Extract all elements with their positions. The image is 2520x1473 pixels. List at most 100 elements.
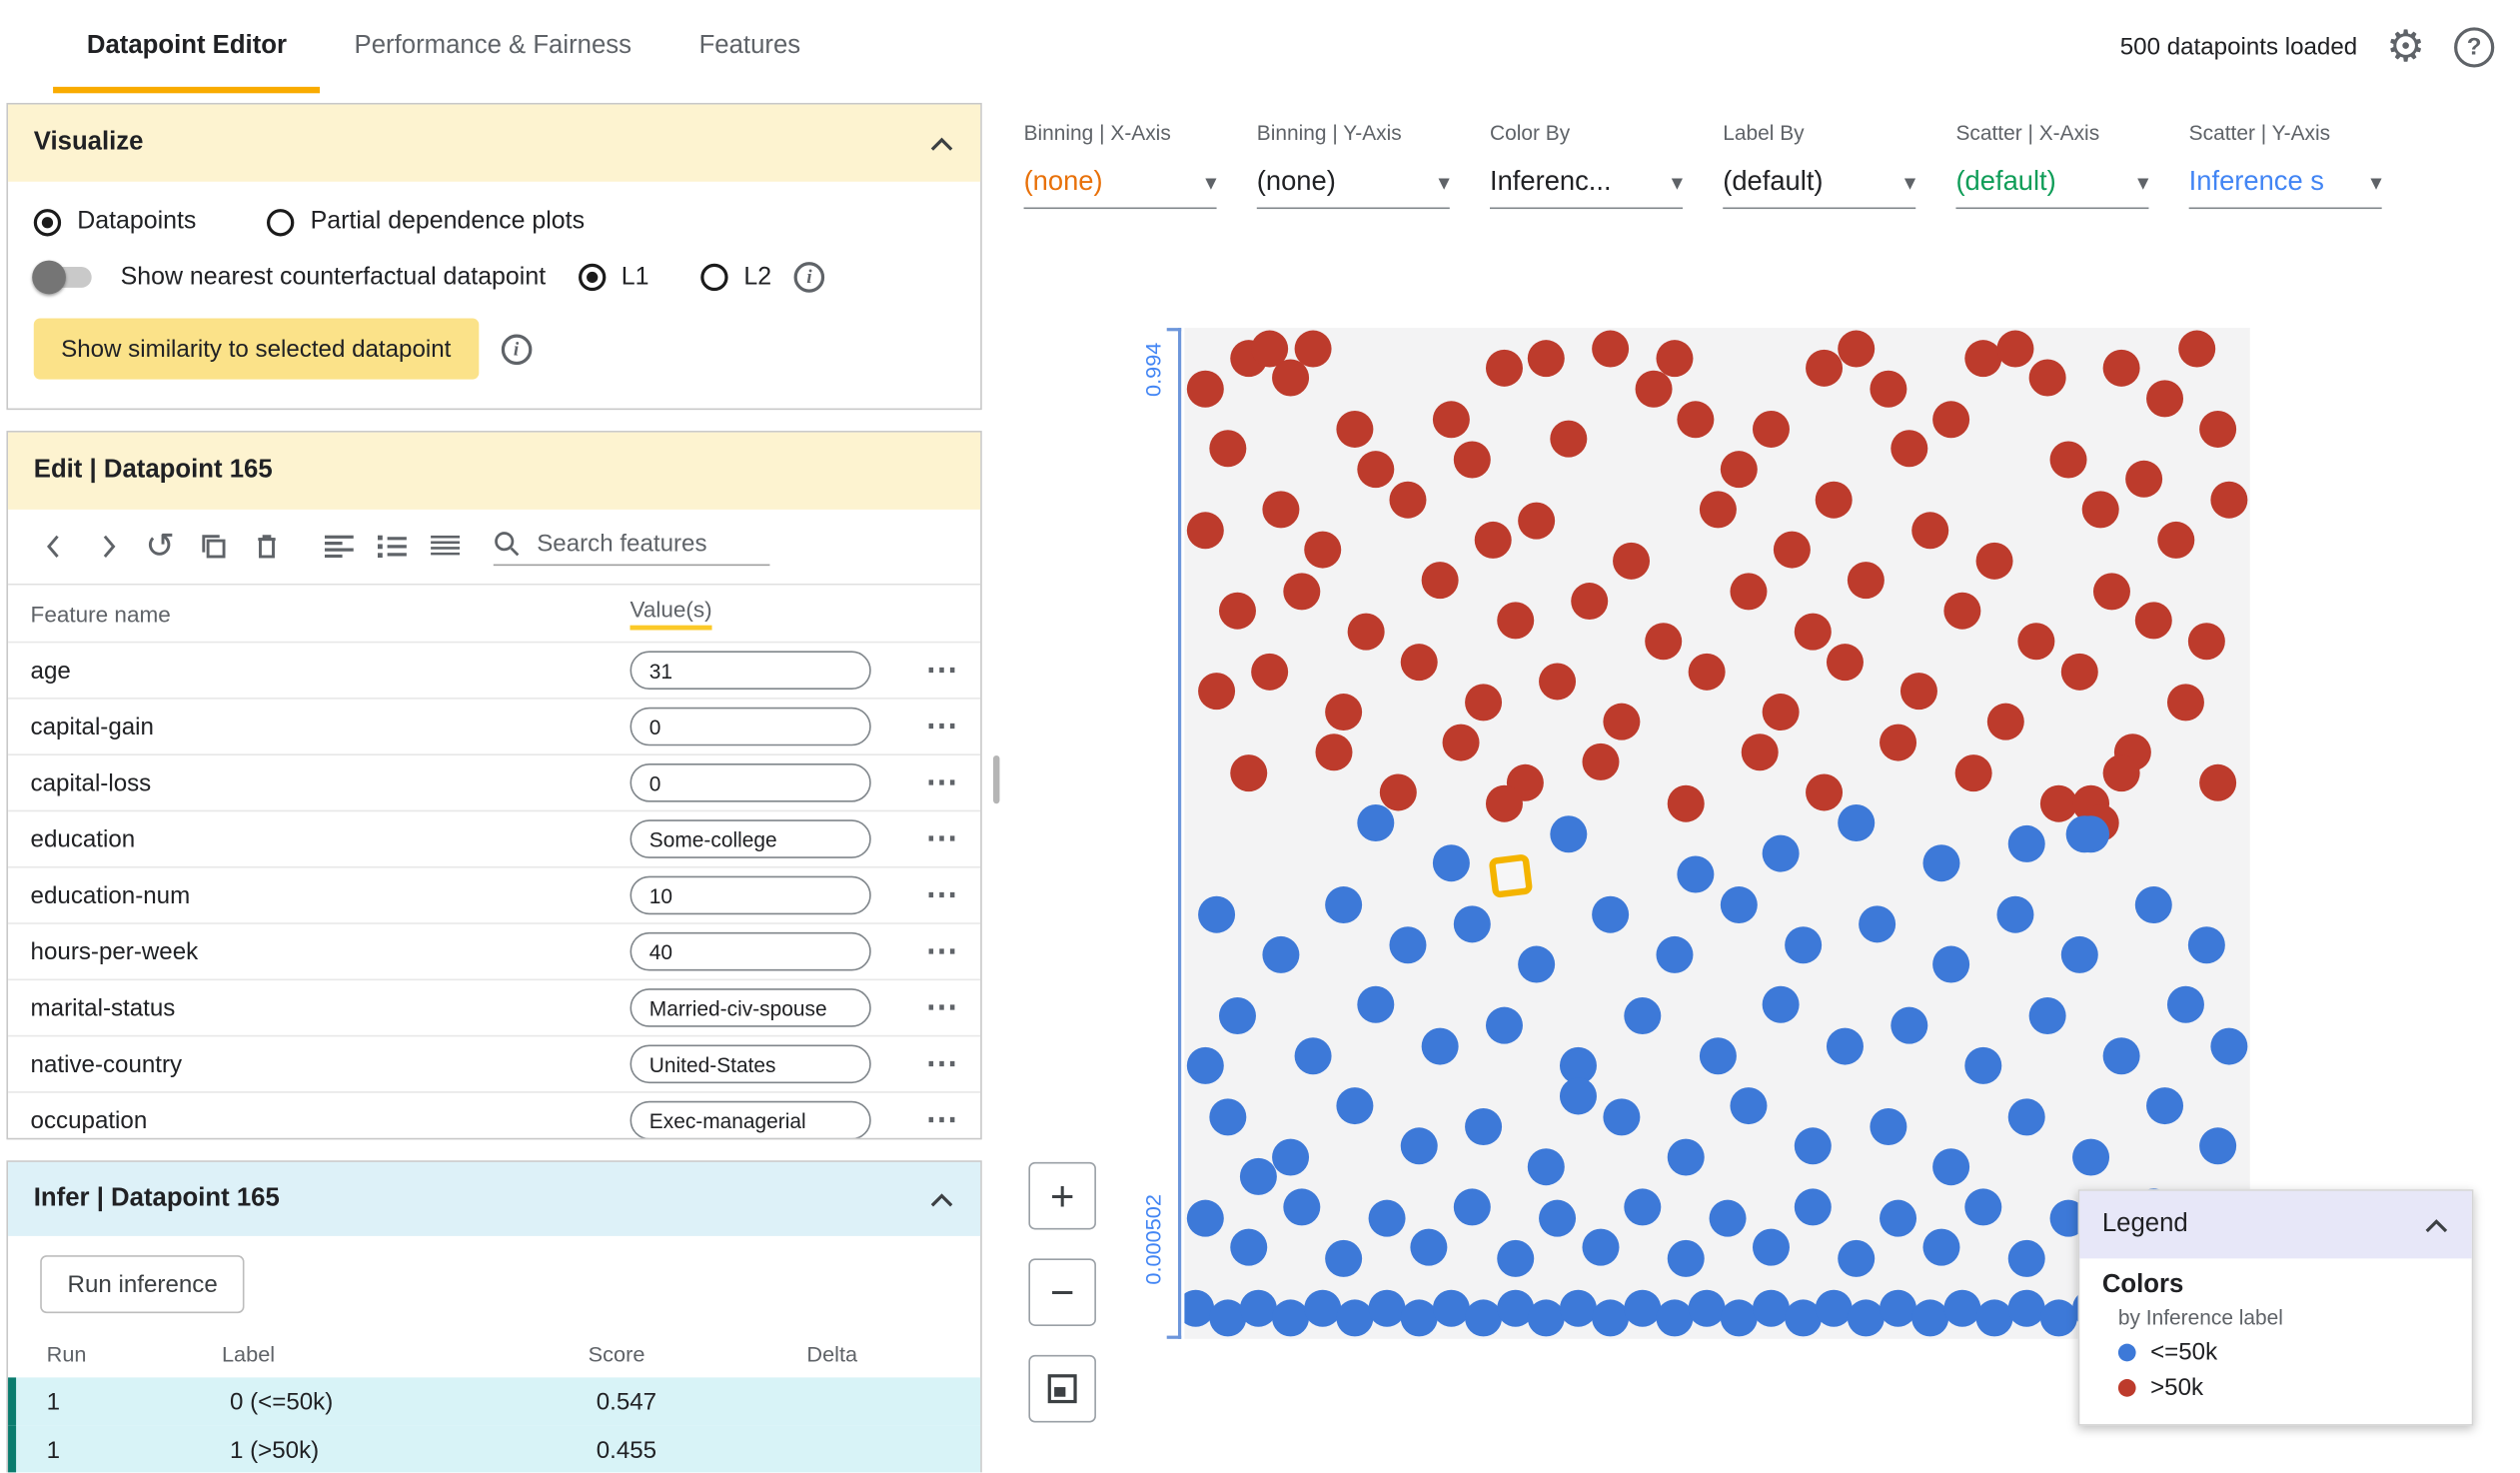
datapoint-le50k[interactable] — [1784, 1300, 1822, 1338]
dropdown-arrow-icon[interactable]: ▾ — [1205, 168, 1217, 194]
datapoint-gt50k[interactable] — [1975, 542, 2013, 580]
collapse-chevron-icon[interactable] — [929, 136, 955, 150]
search-features-input[interactable] — [533, 528, 762, 559]
datapoint-gt50k[interactable] — [1517, 501, 1555, 539]
datapoint-le50k[interactable] — [1560, 1289, 1598, 1327]
datapoint-le50k[interactable] — [1603, 1097, 1641, 1135]
datapoint-gt50k[interactable] — [1964, 339, 2002, 377]
datapoint-gt50k[interactable] — [1699, 491, 1737, 529]
datapoint-gt50k[interactable] — [1187, 370, 1225, 408]
datapoint-gt50k[interactable] — [1592, 329, 1630, 367]
datapoint-gt50k[interactable] — [1688, 653, 1726, 691]
datapoint-le50k[interactable] — [1411, 1229, 1449, 1267]
datapoint-le50k[interactable] — [2007, 1097, 2045, 1135]
datapoint-gt50k[interactable] — [1443, 724, 1481, 761]
datapoint-le50k[interactable] — [1932, 945, 1970, 983]
feature-more-icon[interactable]: ⋯ — [925, 820, 958, 857]
feature-more-icon[interactable]: ⋯ — [925, 764, 958, 800]
datapoint-gt50k[interactable] — [1251, 653, 1289, 691]
datapoint-gt50k[interactable] — [1357, 451, 1395, 489]
datapoint-le50k[interactable] — [1688, 1289, 1726, 1327]
datapoint-gt50k[interactable] — [1869, 370, 1906, 408]
datapoint-le50k[interactable] — [1667, 1239, 1705, 1277]
datapoint-gt50k[interactable] — [1528, 339, 1566, 377]
datapoint-gt50k[interactable] — [1805, 350, 1843, 388]
datapoint-gt50k[interactable] — [2177, 329, 2215, 367]
datapoint-le50k[interactable] — [1336, 1300, 1374, 1338]
datapoint-gt50k[interactable] — [1261, 491, 1299, 529]
info-icon[interactable]: i — [793, 262, 825, 293]
datapoint-le50k[interactable] — [1517, 945, 1555, 983]
toggle-knob[interactable] — [32, 260, 66, 295]
datapoint-gt50k[interactable] — [2028, 360, 2066, 398]
datapoint-gt50k[interactable] — [1485, 784, 1523, 822]
collapse-chevron-icon[interactable] — [2423, 1217, 2449, 1232]
datapoint-le50k[interactable] — [1240, 1289, 1278, 1327]
datapoint-le50k[interactable] — [1795, 1188, 1833, 1226]
datapoint-le50k[interactable] — [1219, 996, 1257, 1034]
datapoint-gt50k[interactable] — [2156, 522, 2194, 560]
datapoint-le50k[interactable] — [1400, 1128, 1438, 1166]
dropdown-arrow-icon[interactable]: ▾ — [1903, 168, 1916, 194]
feature-more-icon[interactable]: ⋯ — [925, 653, 958, 689]
datapoint-le50k[interactable] — [1731, 1087, 1769, 1125]
datapoint-le50k[interactable] — [1581, 1229, 1619, 1267]
datapoint-gt50k[interactable] — [1304, 532, 1342, 570]
feature-value-input[interactable] — [630, 762, 871, 802]
datapoint-gt50k[interactable] — [1187, 511, 1225, 549]
datapoint-le50k[interactable] — [1880, 1198, 1917, 1236]
datapoint-gt50k[interactable] — [1752, 410, 1790, 448]
datapoint-le50k[interactable] — [1656, 1300, 1694, 1338]
datapoint-gt50k[interactable] — [2103, 753, 2141, 791]
feature-value-input[interactable] — [630, 931, 871, 971]
feature-more-icon[interactable]: ⋯ — [925, 709, 958, 744]
datapoint-le50k[interactable] — [1421, 1026, 1459, 1064]
infer-result-row[interactable]: 1 0 (<=50k) 0.547 — [8, 1377, 981, 1426]
datapoint-le50k[interactable] — [1890, 1006, 1928, 1044]
datapoint-gt50k[interactable] — [2145, 380, 2183, 418]
datapoint-gt50k[interactable] — [1229, 753, 1267, 791]
datapoint-le50k[interactable] — [2007, 1239, 2045, 1277]
datapoint-le50k[interactable] — [1464, 1107, 1502, 1145]
datapoint-le50k[interactable] — [2145, 1087, 2183, 1125]
datapoint-gt50k[interactable] — [1315, 734, 1353, 771]
control-value[interactable]: (none) ▾ — [1023, 156, 1217, 210]
datapoint-le50k[interactable] — [1283, 1188, 1321, 1226]
delete-datapoint-icon[interactable] — [240, 521, 293, 572]
datapoint-le50k[interactable] — [1389, 925, 1427, 963]
revert-history-icon[interactable]: ↺ — [145, 525, 175, 567]
datapoint-gt50k[interactable] — [1613, 542, 1651, 580]
datapoint-gt50k[interactable] — [1197, 673, 1235, 711]
datapoint-le50k[interactable] — [1357, 986, 1395, 1024]
datapoint-le50k[interactable] — [1197, 895, 1235, 933]
datapoint-le50k[interactable] — [1677, 854, 1715, 892]
feature-more-icon[interactable]: ⋯ — [925, 1102, 958, 1138]
datapoint-le50k[interactable] — [1932, 1148, 1970, 1186]
datapoint-gt50k[interactable] — [1485, 350, 1523, 388]
datapoint-gt50k[interactable] — [1496, 603, 1534, 641]
collapse-chevron-icon[interactable] — [929, 1192, 955, 1206]
datapoint-gt50k[interactable] — [1453, 441, 1491, 479]
datapoint-le50k[interactable] — [1837, 1239, 1875, 1277]
datapoint-le50k[interactable] — [2209, 1026, 2247, 1064]
datapoint-gt50k[interactable] — [1954, 753, 1992, 791]
datapoint-gt50k[interactable] — [1421, 562, 1459, 600]
feature-value-input[interactable] — [630, 988, 871, 1027]
dense-view-icon[interactable] — [418, 521, 471, 572]
duplicate-datapoint-icon[interactable] — [187, 521, 240, 572]
datapoint-gt50k[interactable] — [1816, 481, 1854, 519]
datapoint-le50k[interactable] — [1624, 1188, 1662, 1226]
datapoint-le50k[interactable] — [1485, 1006, 1523, 1044]
datapoint-gt50k[interactable] — [2092, 572, 2130, 610]
l1-radio[interactable] — [578, 263, 606, 292]
values-column-header[interactable]: Value(s) — [630, 597, 712, 631]
datapoint-le50k[interactable] — [1752, 1289, 1790, 1327]
datapoint-gt50k[interactable] — [1464, 683, 1502, 721]
datapoint-gt50k[interactable] — [1603, 704, 1641, 741]
datapoint-le50k[interactable] — [1848, 1300, 1886, 1338]
datapoint-gt50k[interactable] — [1667, 784, 1705, 822]
datapoint-gt50k[interactable] — [1656, 339, 1694, 377]
datapoint-gt50k[interactable] — [1911, 511, 1949, 549]
datapoint-le50k[interactable] — [1827, 1026, 1865, 1064]
l2-radio[interactable] — [699, 263, 728, 292]
